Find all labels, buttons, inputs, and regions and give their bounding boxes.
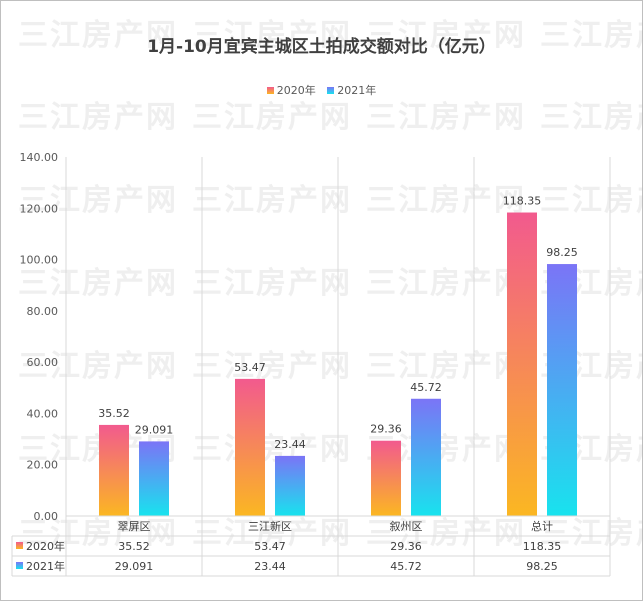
table-series-name: 2021年	[26, 559, 65, 573]
y-tick-label: 20.00	[27, 459, 59, 472]
category-label: 总计	[531, 519, 553, 533]
bar-2021年-总计	[547, 264, 577, 516]
category-label: 三江新区	[248, 519, 292, 533]
y-tick-label: 140.00	[20, 151, 59, 164]
legend-label-2020: 2020年	[276, 84, 316, 97]
table-swatch-2021年	[16, 562, 23, 569]
bar-2021年-翠屏区	[139, 441, 169, 516]
table-cell: 35.52	[118, 540, 150, 553]
y-tick-label: 80.00	[27, 305, 59, 318]
bar-2021年-三江新区	[275, 455, 305, 516]
legend-item-2020[interactable]: 2020年	[266, 82, 316, 98]
table-cell: 98.25	[526, 560, 558, 573]
y-tick-label: 60.00	[27, 356, 59, 369]
y-tick-label: 100.00	[20, 254, 59, 267]
category-label: 翠屏区	[118, 520, 151, 533]
chart-title: 1月-10月宜宾主城区土拍成交额对比（亿元）	[147, 37, 496, 57]
legend-swatch-2021	[327, 87, 335, 94]
legend-swatch-2020	[266, 87, 274, 94]
data-label: 45.72	[410, 381, 442, 394]
data-label: 98.25	[546, 246, 578, 259]
table-series-name: 2020年	[26, 539, 65, 553]
y-tick-label: 120.00	[20, 202, 59, 215]
legend-label-2021: 2021年	[337, 84, 377, 97]
bar-2020年-三江新区	[235, 378, 265, 516]
bar-2021年-叙州区	[411, 398, 441, 516]
data-label: 53.47	[234, 361, 266, 374]
table-cell: 45.72	[390, 560, 422, 573]
category-label: 叙州区	[390, 519, 423, 533]
bar-2020年-翠屏区	[99, 424, 129, 516]
bar-2020年-总计	[507, 212, 537, 516]
data-label: 29.36	[370, 423, 402, 436]
legend: 2020年 2021年	[0, 82, 643, 98]
y-tick-label: 40.00	[27, 407, 59, 420]
table-cell: 118.35	[523, 540, 562, 553]
table-cell: 29.091	[115, 560, 154, 573]
table-cell: 53.47	[254, 540, 286, 553]
data-label: 35.52	[98, 407, 130, 420]
data-label: 23.44	[274, 438, 306, 451]
data-label: 118.35	[503, 195, 542, 208]
table-swatch-2020年	[16, 542, 23, 549]
legend-item-2021[interactable]: 2021年	[327, 82, 376, 98]
bar-2020年-叙州区	[371, 440, 401, 516]
y-tick-label: 0.00	[34, 510, 59, 523]
data-label: 29.091	[135, 423, 174, 436]
table-cell: 23.44	[254, 560, 286, 573]
table-cell: 29.36	[390, 540, 422, 553]
